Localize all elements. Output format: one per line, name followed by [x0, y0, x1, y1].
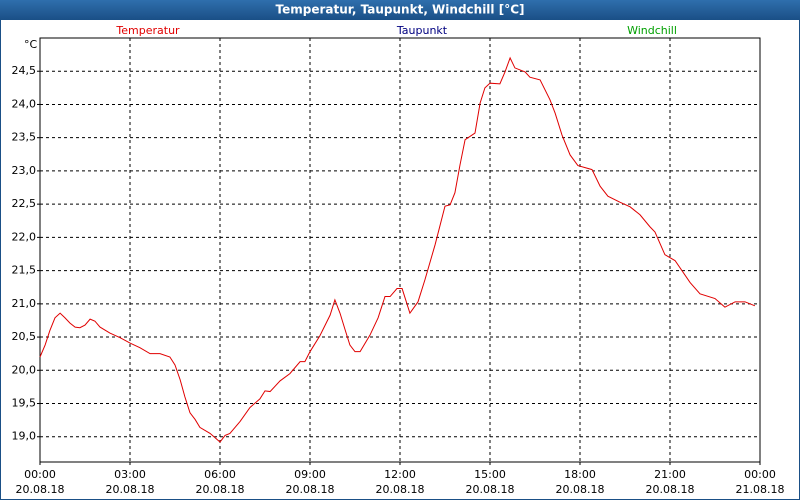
y-tick-label: 22,5 [12, 197, 37, 210]
y-tick-label: 19,5 [12, 397, 37, 410]
legend-entry: Taupunkt [396, 24, 448, 37]
x-tick-date: 20.08.18 [556, 483, 605, 496]
title-bar [0, 0, 800, 20]
x-tick-label: 15:00 [474, 468, 506, 481]
x-tick-date: 20.08.18 [376, 483, 425, 496]
x-tick-date: 20.08.18 [16, 483, 65, 496]
y-tick-label: 22,0 [12, 230, 37, 243]
y-tick-label: 24,5 [12, 64, 37, 77]
x-tick-date: 20.08.18 [646, 483, 695, 496]
y-tick-label: 20,0 [12, 363, 37, 376]
y-tick-label: 24,0 [12, 97, 37, 110]
y-tick-label: 21,0 [12, 297, 37, 310]
x-tick-date: 20.08.18 [466, 483, 515, 496]
x-tick-date: 20.08.18 [106, 483, 155, 496]
x-tick-label: 00:00 [24, 468, 56, 481]
legend-entry: Temperatur [115, 24, 180, 37]
legend-entry: Windchill [627, 24, 677, 37]
y-unit: °C [24, 38, 38, 51]
x-tick-label: 00:00 [744, 468, 776, 481]
y-tick-label: 20,5 [12, 330, 37, 343]
x-tick-date: 20.08.18 [286, 483, 335, 496]
chart-title: Temperatur, Taupunkt, Windchill [°C] [276, 3, 525, 17]
y-tick-label: 21,5 [12, 264, 37, 277]
series-line [39, 56, 756, 443]
x-tick-label: 18:00 [564, 468, 596, 481]
x-tick-label: 03:00 [114, 468, 146, 481]
y-tick-label: 19,0 [12, 430, 37, 443]
x-tick-date: 20.08.18 [196, 483, 245, 496]
x-tick-date: 21.08.18 [736, 483, 785, 496]
x-tick-label: 09:00 [294, 468, 326, 481]
y-tick-label: 23,0 [12, 164, 37, 177]
x-tick-label: 21:00 [654, 468, 686, 481]
x-tick-label: 12:00 [384, 468, 416, 481]
x-tick-label: 06:00 [204, 468, 236, 481]
y-tick-label: 23,5 [12, 131, 37, 144]
